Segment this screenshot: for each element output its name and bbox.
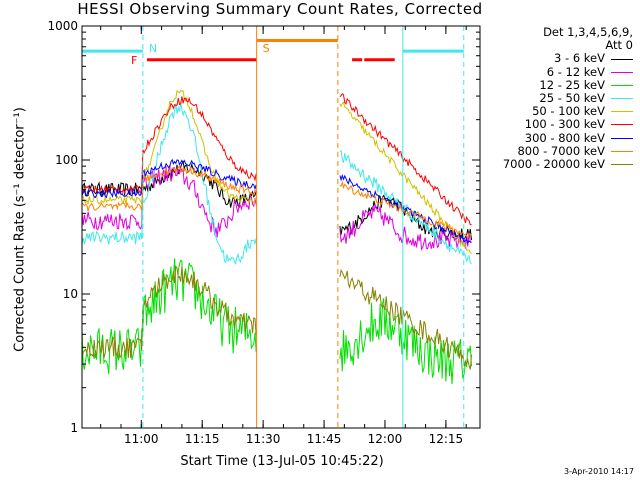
x-tick-label: 12:15 <box>429 432 464 446</box>
series-line-8 <box>81 265 472 370</box>
legend: Det 1,3,4,5,6,9, Att 0 3 - 6 keV 6 - 12 k… <box>486 25 636 171</box>
legend-swatch <box>611 111 633 113</box>
legend-entry: 3 - 6 keV <box>486 52 636 65</box>
legend-entry-label: 12 - 25 keV <box>539 77 605 92</box>
legend-entry-label: 7000 - 20000 keV <box>502 156 605 171</box>
x-tick-label: 11:45 <box>307 432 342 446</box>
legend-entry-label: 50 - 100 keV <box>532 104 605 119</box>
plot-frame <box>81 25 481 429</box>
legend-entry: 50 - 100 keV <box>486 104 636 119</box>
legend-entries: 3 - 6 keV 6 - 12 keV 12 - 25 keV 25 - 50 ke… <box>486 52 636 171</box>
legend-entry: 7000 - 20000 keV <box>486 156 636 171</box>
legend-entry-label: 25 - 50 keV <box>539 90 605 105</box>
flag-layer: NF S <box>82 26 465 428</box>
legend-entry-label: 100 - 300 keV <box>524 117 605 132</box>
legend-entry-label: 6 - 12 keV <box>546 64 605 79</box>
y-tick-label: 100 <box>55 153 78 167</box>
legend-entry: 100 - 300 keV <box>486 118 636 131</box>
legend-swatch <box>611 150 633 152</box>
legend-entry-label: 3 - 6 keV <box>554 51 605 66</box>
series-line-6 <box>81 158 472 245</box>
series-line-3 <box>81 102 472 265</box>
legend-entry: 25 - 50 keV <box>486 90 636 105</box>
legend-entry-label: 800 - 7000 keV <box>517 143 605 158</box>
flag-label-F: F <box>131 54 137 67</box>
legend-entry: 300 - 800 keV <box>486 130 636 145</box>
y-tick-label: 1 <box>70 421 78 435</box>
series-line-5 <box>81 92 472 226</box>
axes-layer: 1 10 100 1000 11:00 11:15 11:30 11:45 12:00 12:15 <box>47 19 481 446</box>
legend-swatch <box>611 58 633 60</box>
x-axis-label: Start Time (13-Jul-05 10:45:22) <box>180 454 384 469</box>
legend-swatch <box>611 137 633 139</box>
legend-swatch <box>611 71 633 73</box>
flag-label-S: S <box>263 42 270 55</box>
x-tick-label: 12:00 <box>368 432 403 446</box>
chart-title: HESSI Observing Summary Count Rates, Cor… <box>77 0 483 18</box>
legend-swatch <box>611 84 633 86</box>
y-tick-label: 1000 <box>47 19 78 33</box>
flag-label-N: N <box>149 42 157 55</box>
series-line-4 <box>81 89 472 254</box>
series-line-2 <box>81 258 472 385</box>
legend-entry: 800 - 7000 keV <box>486 143 636 158</box>
legend-swatch <box>611 124 633 126</box>
legend-entry-label: 300 - 800 keV <box>524 130 605 145</box>
y-tick-label: 10 <box>63 287 78 301</box>
legend-title-line-1: Det 1,3,4,5,6,9, <box>543 25 633 39</box>
generation-timestamp: 3-Apr-2010 14:17 <box>564 467 634 476</box>
legend-entry: 12 - 25 keV <box>486 77 636 92</box>
series-line-7 <box>81 164 472 240</box>
legend-swatch <box>611 164 633 165</box>
x-tick-label: 11:15 <box>185 432 220 446</box>
x-tick-label: 11:00 <box>124 432 159 446</box>
legend-swatch <box>611 98 633 100</box>
legend-title-line-2: Att 0 <box>605 38 633 53</box>
y-axis-label: Corrected Count Rate (s⁻¹ detector⁻¹) <box>12 107 28 352</box>
legend-entry: 6 - 12 keV <box>486 64 636 79</box>
series-line-1 <box>81 165 472 251</box>
x-tick-label: 11:30 <box>246 432 281 446</box>
series-layer <box>81 89 472 385</box>
